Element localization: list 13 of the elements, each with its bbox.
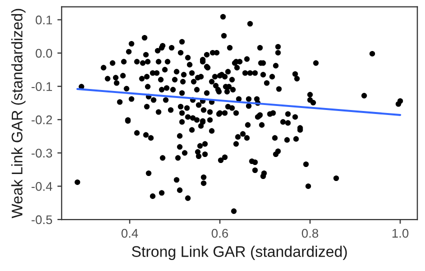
y-tick-label: -0.2 — [32, 115, 52, 124]
y-tick-label: 0.0 — [36, 48, 52, 58]
x-tick-label: 0.6 — [212, 228, 228, 238]
x-tick-label: 1.0 — [392, 228, 408, 238]
y-tick-label: -0.4 — [32, 182, 52, 191]
y-axis-title: Weak Link GAR (standardized) — [11, 8, 26, 218]
x-axis-title: Strong Link GAR (standardized) — [132, 246, 347, 260]
x-tick-label: 0.8 — [302, 228, 318, 238]
y-tick-label: -0.5 — [32, 215, 52, 224]
y-tick-label: 0.1 — [36, 16, 52, 24]
y-tick-label: -0.1 — [32, 82, 52, 91]
x-tick-label: 0.4 — [122, 228, 138, 238]
y-tick-label: -0.3 — [32, 148, 52, 158]
